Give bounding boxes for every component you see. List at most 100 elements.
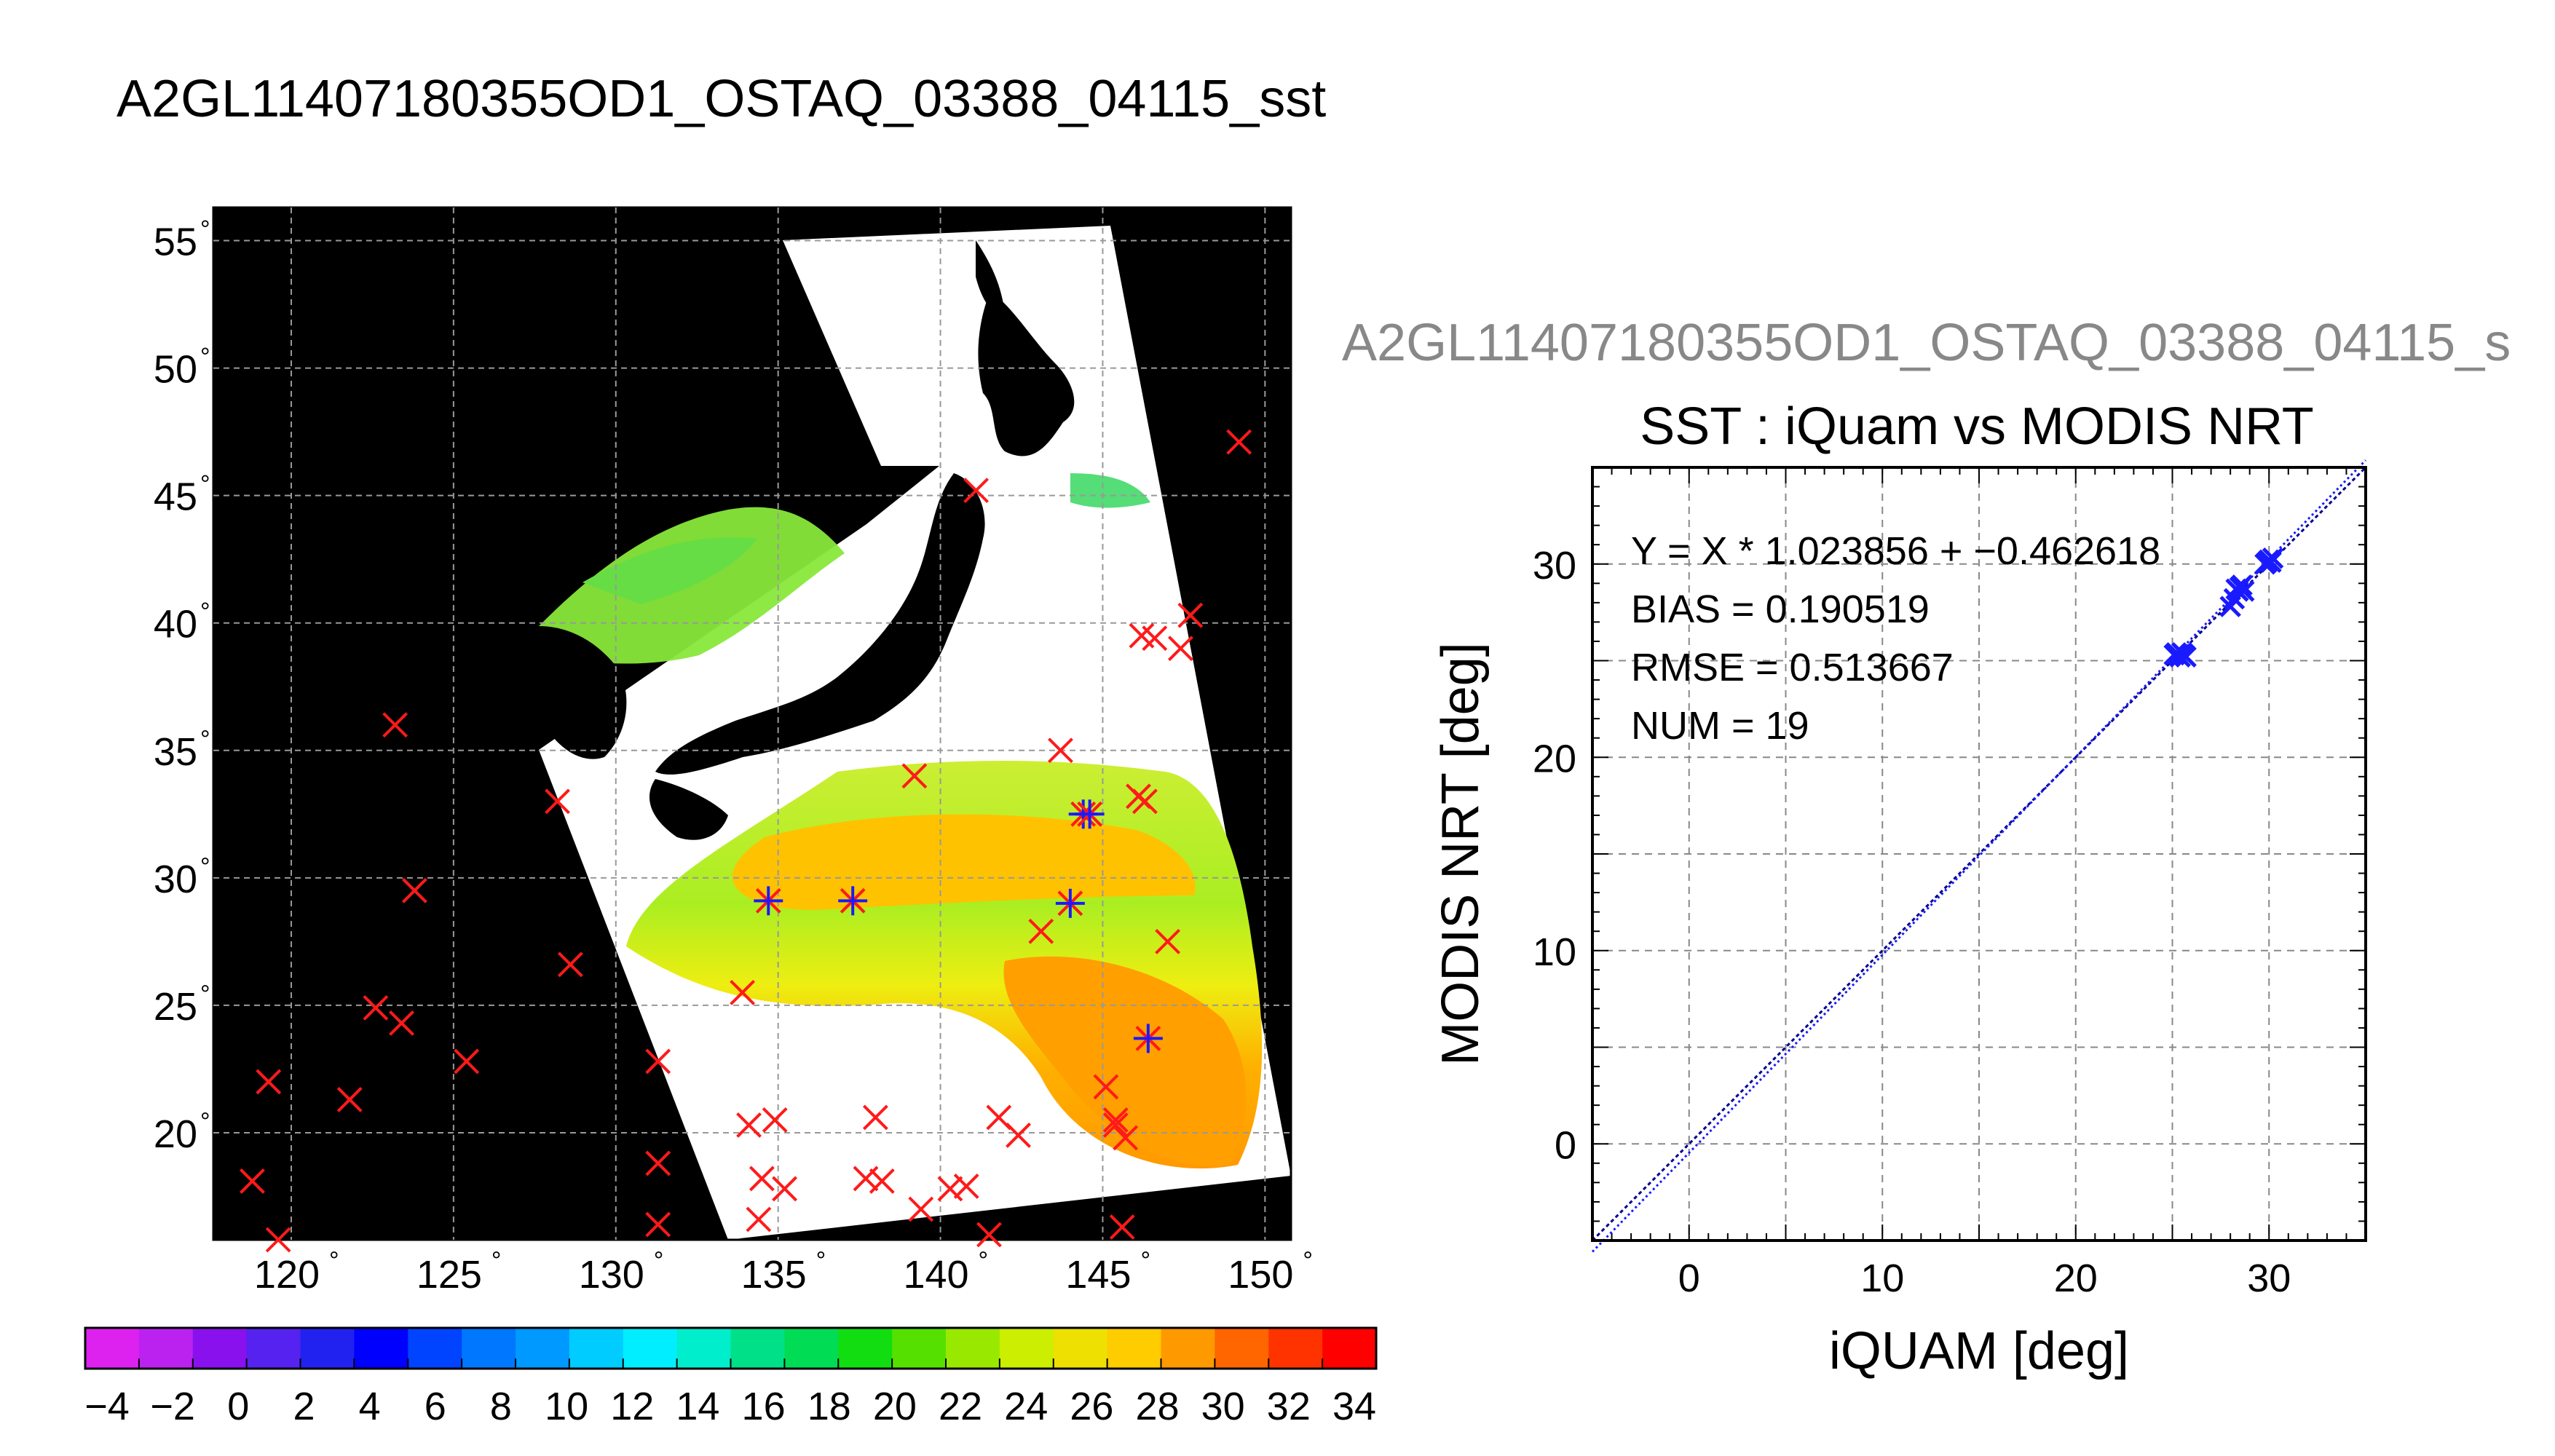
unmatched-buoy-marker	[363, 994, 389, 1021]
unmatched-buoy-marker	[953, 1174, 979, 1199]
colorbar-tick-label: −2	[150, 1385, 195, 1428]
degree-symbol: °	[200, 598, 210, 626]
colorbar-tick-label: 24	[1004, 1385, 1048, 1428]
land-korea	[531, 626, 627, 759]
land-hokkaido	[978, 291, 1075, 456]
degree-symbol: °	[1303, 1247, 1313, 1275]
colorbar-segment	[784, 1328, 840, 1369]
lon-tick-label: 145	[1065, 1253, 1131, 1297]
unmatched-buoy-marker	[749, 1166, 775, 1192]
sst-field-subarctic	[1070, 473, 1150, 508]
colorbar-segment	[138, 1328, 194, 1369]
map-lon-labels: 120 ° 125 ° 130 ° 135 ° 140 ° 145 ° 150 °	[254, 1247, 1313, 1297]
colorbar-segment	[246, 1328, 301, 1369]
colorbar-segment	[85, 1328, 140, 1369]
colorbar-tick-label: 12	[610, 1385, 654, 1428]
lat-tick-label: 40	[154, 603, 197, 646]
sst-field-north2	[583, 537, 757, 604]
unmatched-buoy-marker	[736, 1112, 762, 1138]
colorbar-tick-labels: −4 −2 0 2 4 6 8 10 12 14 16 18 20 22 24 26 28 30 32 34	[84, 1385, 1376, 1428]
lat-tick-label: 35	[154, 730, 197, 774]
lon-tick-label: 140	[903, 1253, 968, 1297]
unmatched-buoy-marker	[1093, 1074, 1119, 1100]
map-graticule	[213, 207, 1291, 1240]
unmatched-buoy-marker	[1129, 622, 1155, 649]
colorbar-segment	[1161, 1328, 1216, 1369]
colorbar-tick-label: 2	[293, 1385, 315, 1428]
colorbar-segment	[408, 1328, 463, 1369]
degree-symbol: °	[979, 1247, 989, 1275]
scatter-file-title: A2GL11407180355OD1_OSTAQ_03388_04115_s	[1342, 314, 2511, 372]
unmatched-buoy-marker	[645, 1048, 671, 1075]
lon-tick-label: 135	[741, 1253, 807, 1297]
unmatched-buoy-marker	[240, 1168, 265, 1194]
unmatched-buoy-marker	[1177, 602, 1204, 628]
sst-colorbar	[84, 1326, 1378, 1370]
land-sakhalin	[976, 240, 1005, 315]
unmatched-buoy-marker	[730, 979, 756, 1005]
unmatched-buoy-marker	[265, 1227, 291, 1253]
unmatched-buoy-marker	[862, 1104, 888, 1131]
unmatched-buoy-marker	[937, 1176, 963, 1202]
colorbar-segment	[676, 1328, 732, 1369]
colorbar-segment	[623, 1328, 678, 1369]
colorbar-tick-label: 14	[676, 1385, 719, 1428]
unmatched-buoy-marker	[1155, 928, 1181, 954]
unmatched-buoy-marker	[389, 1010, 414, 1036]
unmatched-buoy-marker	[963, 478, 990, 504]
unmatched-buoy-marker	[336, 1087, 363, 1112]
colorbar-segment	[1268, 1328, 1324, 1369]
lon-tick-label: 130	[579, 1253, 644, 1297]
colorbar-tick-label: 20	[873, 1385, 917, 1428]
unmatched-buoy-marker	[1102, 1112, 1129, 1138]
unmatched-buoy-marker	[908, 1196, 934, 1222]
unmatched-buoy-marker	[901, 763, 928, 789]
colorbar-tick-label: 32	[1267, 1385, 1311, 1428]
colorbar-tick-label: 8	[490, 1385, 512, 1428]
colorbar-tick-label: 28	[1135, 1385, 1179, 1428]
colorbar-tick-label: 10	[545, 1385, 588, 1428]
colorbar-segment	[569, 1328, 624, 1369]
unmatched-buoy-marker	[401, 877, 427, 903]
land-china	[213, 207, 783, 1019]
sst-field-band	[732, 814, 1196, 910]
lon-tick-label: 150	[1228, 1253, 1293, 1297]
unmatched-buoy-marker	[557, 951, 583, 978]
lat-tick-label: 25	[154, 985, 197, 1029]
degree-symbol: °	[200, 981, 210, 1008]
colorbar-segment	[892, 1328, 947, 1369]
colorbar-tick-label: 16	[742, 1385, 786, 1428]
colorbar-tick-label: 30	[1201, 1385, 1245, 1428]
map-unmatched-markers	[240, 429, 1252, 1253]
colorbar-segment	[462, 1328, 516, 1369]
unmatched-buoy-marker	[382, 712, 408, 738]
colorbar-segment	[1107, 1328, 1162, 1369]
degree-symbol: °	[816, 1247, 826, 1275]
colorbar-segment	[192, 1328, 248, 1369]
degree-symbol: °	[200, 471, 210, 499]
unmatched-buoy-marker	[454, 1048, 480, 1075]
unmatched-buoy-marker	[869, 1168, 895, 1194]
unmatched-buoy-marker	[1168, 636, 1193, 662]
unmatched-buoy-marker	[645, 1150, 671, 1176]
unmatched-buoy-marker	[545, 788, 570, 815]
colorbar-segment	[300, 1328, 355, 1369]
degree-symbol: °	[654, 1247, 664, 1275]
unmatched-buoy-marker	[1006, 1123, 1031, 1148]
colorbar-tick-label: 22	[939, 1385, 982, 1428]
unmatched-buoy-marker	[1142, 625, 1168, 652]
unmatched-buoy-marker	[986, 1104, 1012, 1131]
unmatched-buoy-marker	[1109, 1214, 1135, 1240]
unmatched-buoy-marker	[1132, 788, 1158, 815]
colorbar-segment	[1322, 1328, 1377, 1369]
land-kyushu-shikoku	[649, 779, 728, 840]
colorbar-tick-label: 34	[1332, 1385, 1376, 1428]
lat-tick-label: 45	[154, 475, 197, 519]
colorbar-segment	[838, 1328, 893, 1369]
lat-tick-label: 20	[154, 1112, 197, 1156]
unmatched-buoy-marker	[762, 1107, 788, 1133]
unmatched-buoy-marker	[645, 1211, 671, 1238]
unmatched-buoy-marker	[1028, 918, 1054, 944]
colorbar-segment	[1215, 1328, 1270, 1369]
